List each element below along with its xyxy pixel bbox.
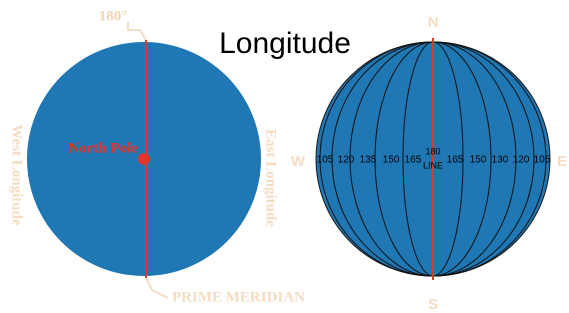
label: PRIME MERIDIAN [172, 289, 305, 305]
longitude-label: 135 [360, 155, 377, 166]
longitude-label: 105 [534, 155, 551, 166]
title: Longitude [219, 27, 351, 60]
longitude-label: 120 [513, 155, 530, 166]
label: 180° [99, 8, 128, 24]
direction: S [428, 296, 438, 313]
center-label: LINE [423, 160, 443, 170]
leader-line [146, 278, 168, 298]
label: East Longitude [263, 129, 279, 227]
longitude-label: 165 [447, 155, 464, 166]
label: North Pole [68, 140, 138, 156]
direction: E [557, 153, 567, 170]
label: West Longitude [9, 124, 25, 226]
center-label: 180 [425, 146, 440, 156]
diagram: 180° North Pole West Longitude East Long… [0, 0, 569, 313]
longitude-label: 165 [405, 155, 422, 166]
pole-dot [138, 153, 150, 165]
direction: W [291, 153, 306, 170]
direction: N [428, 14, 439, 31]
longitude-label: 105 [317, 155, 334, 166]
longitude-label: 150 [470, 155, 487, 166]
leader-line [128, 22, 146, 40]
longitude-label: 130 [492, 155, 509, 166]
longitude-label: 120 [338, 155, 355, 166]
longitude-label: 150 [383, 155, 400, 166]
